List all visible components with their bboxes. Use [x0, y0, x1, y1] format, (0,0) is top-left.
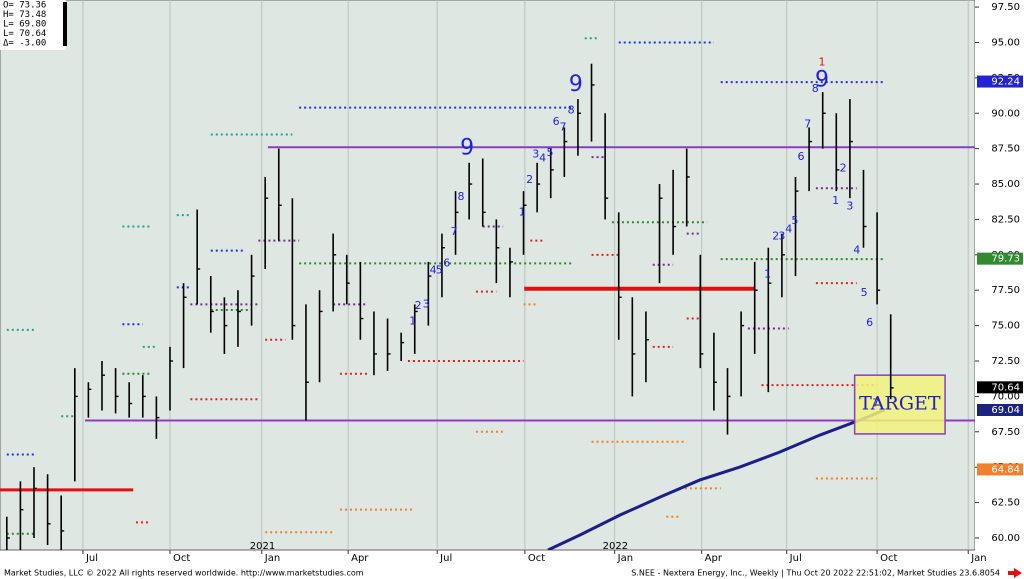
footer-bar	[0, 565, 1024, 579]
count-label: 7	[872, 396, 879, 409]
y-tick-label: 87.50	[991, 144, 1020, 155]
count-label: 9	[815, 68, 829, 93]
count-label: 2	[415, 299, 422, 312]
count-label: 7	[804, 118, 811, 131]
target-box	[853, 374, 946, 435]
count-label: 4	[539, 152, 546, 165]
count-label: 6	[443, 256, 450, 269]
x-tick-label: Jan	[264, 553, 280, 564]
info-panel	[0, 0, 66, 50]
y-tick-label: 85.00	[991, 179, 1020, 190]
count-label: 3	[423, 297, 430, 310]
y-tick-label: 97.50	[991, 2, 1020, 13]
count-label: 8	[812, 82, 819, 95]
count-label: 6	[866, 316, 873, 329]
count-label: 2	[840, 161, 847, 174]
y-tick-label: 62.50	[991, 498, 1020, 509]
info-line: L= 69.80	[3, 20, 46, 30]
count-label: 3	[846, 200, 853, 213]
footer-right: S.NEE - Nextera Energy, Inc., Weekly | T…	[631, 569, 1000, 578]
info-bar	[63, 2, 67, 46]
y-tick-label: 95.00	[991, 37, 1020, 48]
count-label: 4	[785, 222, 792, 235]
nav-arrow[interactable]	[1008, 568, 1022, 578]
y-tick-label: 70.00	[991, 391, 1020, 402]
count-label: 8	[568, 103, 575, 116]
price-tag	[977, 403, 1023, 416]
x-tick-label: Oct	[173, 553, 190, 564]
count-label: 4	[430, 263, 437, 276]
info-line: L= 70.64	[3, 29, 46, 39]
x-tick-label: Oct	[528, 553, 545, 564]
count-label: 7	[559, 120, 566, 133]
price-tag-label: 92.24	[991, 77, 1020, 88]
x-tick-label: Jul	[85, 553, 98, 564]
count-label: 1	[519, 205, 526, 218]
price-tag-label: 70.64	[991, 382, 1020, 393]
x-tick-label: Apr	[705, 553, 723, 564]
count-label: 5	[861, 286, 868, 299]
count-label: 6	[797, 150, 804, 163]
count-label: 7	[451, 225, 458, 238]
price-tag	[977, 381, 1023, 394]
y-tick-label: 77.50	[991, 285, 1020, 296]
price-tag-label: 79.73	[991, 254, 1020, 265]
x-tick-label: Oct	[880, 553, 897, 564]
moving-average	[547, 408, 886, 550]
count-label: 5	[547, 146, 554, 159]
count-label: 3	[778, 229, 785, 242]
count-label: 8	[457, 190, 464, 203]
count-label: 2	[526, 173, 533, 186]
x-tick-label: Jan	[617, 553, 633, 564]
target-label: TARGET	[859, 393, 941, 415]
plot-area	[0, 0, 976, 551]
count-label: 5	[436, 263, 443, 276]
count-label: 6	[553, 115, 560, 128]
year-label: 2021	[250, 541, 275, 552]
y-tick-label: 67.50	[991, 427, 1020, 438]
price-tag	[977, 75, 1023, 88]
x-tick-label: Apr	[351, 553, 369, 564]
count-label: 9	[569, 72, 583, 97]
info-line: H= 73.48	[3, 10, 46, 20]
x-tick-label: Jul	[789, 553, 802, 564]
y-tick-label: 82.50	[991, 214, 1020, 225]
info-line: Δ= -3.00	[3, 39, 46, 49]
count-label: 1	[409, 314, 416, 327]
price-tag	[977, 463, 1023, 476]
footer-left: Market Studies, LLC © 2022 All rights re…	[4, 569, 364, 578]
count-label: 1	[832, 194, 839, 207]
count-label: 1	[819, 55, 826, 68]
y-tick-label: 90.00	[991, 108, 1020, 119]
count-label: 2	[772, 229, 779, 242]
x-tick-label: Jan	[970, 553, 986, 564]
count-label: 3	[532, 147, 539, 160]
count-label: 9	[460, 136, 474, 161]
y-tick-label: 60.00	[991, 533, 1020, 544]
count-label: 5	[791, 214, 798, 227]
y-tick-label: 72.50	[991, 356, 1020, 367]
count-label: 1	[764, 268, 771, 281]
price-tag-label: 64.84	[991, 464, 1020, 475]
count-label: 4	[853, 244, 860, 257]
price-tag-label: 69.04	[991, 405, 1020, 416]
price-tag	[977, 252, 1023, 265]
info-line: O= 73.36	[3, 1, 46, 11]
y-tick-label: 75.00	[991, 321, 1020, 332]
x-tick-label: Jul	[439, 553, 452, 564]
year-label: 2022	[603, 541, 628, 552]
